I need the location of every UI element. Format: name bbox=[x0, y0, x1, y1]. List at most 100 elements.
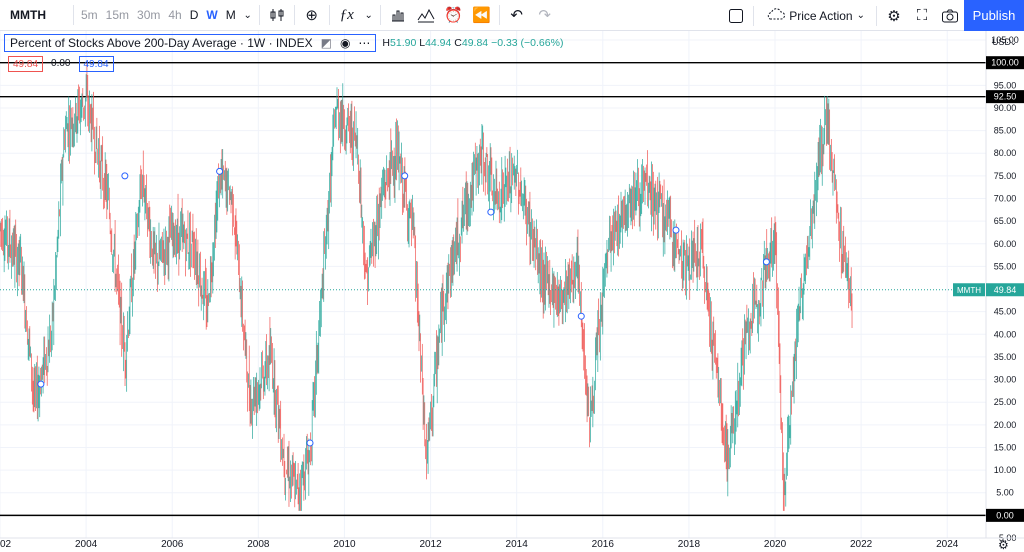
financials-icon[interactable] bbox=[384, 1, 412, 29]
y-tick-label: 15.00 bbox=[994, 442, 1017, 452]
hline-label-bg bbox=[986, 56, 1024, 70]
signal-marker bbox=[306, 439, 314, 447]
markers bbox=[37, 167, 770, 447]
x-tick-label: 2018 bbox=[678, 539, 701, 550]
hline-label: 100.00 bbox=[991, 58, 1019, 68]
interval-w[interactable]: W bbox=[206, 8, 218, 22]
price-chart[interactable]: USD ⌄ 105.00 95.00 90.00 85.00 80.00 75.00 70.… bbox=[0, 31, 1024, 552]
hline-label-bg bbox=[986, 508, 1024, 522]
low-label: L bbox=[419, 37, 426, 49]
y-tick-label: 60.00 bbox=[994, 239, 1017, 249]
more-icon[interactable]: ⋯ bbox=[358, 36, 371, 50]
signal-marker bbox=[216, 167, 224, 175]
y-tick-label: 105.00 bbox=[991, 35, 1019, 45]
signal-marker bbox=[37, 380, 45, 388]
hline-labels: 100.00 92.50 0.00 bbox=[986, 56, 1024, 522]
layout-menu[interactable]: Price Action ⌄ bbox=[757, 7, 873, 24]
eye-icon[interactable]: ◉ bbox=[339, 36, 351, 50]
candles-icon[interactable] bbox=[263, 1, 291, 29]
candles bbox=[0, 62, 853, 511]
signal-marker bbox=[401, 172, 409, 180]
hline-label-bg bbox=[986, 90, 1024, 104]
y-tick-label: 45.00 bbox=[994, 307, 1017, 317]
last-price-badge: MMTH 49.84 bbox=[953, 283, 1024, 297]
fullscreen-icon[interactable]: ⛶ bbox=[916, 7, 928, 24]
gear-icon[interactable]: ⚙ bbox=[998, 538, 1009, 552]
y-tick-label: 70.00 bbox=[994, 193, 1017, 203]
signal-marker bbox=[487, 208, 495, 216]
input-blue[interactable]: 49.84 bbox=[78, 56, 114, 72]
last-symbol-label: MMTH bbox=[957, 286, 981, 295]
interval-30m[interactable]: 30m bbox=[137, 8, 161, 22]
indicators-icon[interactable]: ƒx bbox=[339, 6, 354, 23]
ohlc-values: H51.90 L44.94 C49.84 −0.33 (−0.66%) bbox=[382, 37, 563, 49]
close-value: 49.84 bbox=[461, 37, 489, 49]
legend-title-box[interactable]: Percent of Stocks Above 200-Day Average … bbox=[4, 34, 377, 52]
divider bbox=[753, 5, 755, 26]
high-label: H bbox=[382, 37, 391, 49]
x-tick-label: 2024 bbox=[936, 539, 959, 550]
hline-label: 92.50 bbox=[994, 92, 1017, 102]
series-title: Percent of Stocks Above 200-Day Average … bbox=[10, 36, 313, 50]
templates-icon[interactable] bbox=[412, 1, 440, 29]
interval-m[interactable]: M bbox=[225, 8, 236, 22]
compare-add-icon[interactable]: ⊕ bbox=[305, 7, 318, 24]
chevron-down-icon[interactable]: ⌄ bbox=[243, 9, 252, 21]
signal-marker bbox=[121, 172, 129, 180]
last-value-label: 49.84 bbox=[994, 285, 1017, 295]
toolbar-right: Price Action ⌄ ⚙ ⛶ Publish bbox=[722, 0, 1024, 31]
chevron-down-icon[interactable]: ⌄ bbox=[364, 9, 373, 21]
chart-grid bbox=[0, 31, 986, 539]
y-tick-label: 20.00 bbox=[994, 420, 1017, 430]
interval-4h[interactable]: 4h bbox=[168, 8, 182, 22]
input-zero[interactable]: 0.00 bbox=[51, 58, 71, 69]
x-tick-label: 2010 bbox=[333, 539, 356, 550]
y-tick-label: 40.00 bbox=[994, 329, 1017, 339]
camera-icon[interactable] bbox=[936, 2, 964, 30]
divider bbox=[328, 5, 330, 25]
top-toolbar: MMTH 5m 15m 30m 4h D W M ⌄ ⊕ ƒx ⌄ ⏰ ⏪ ↶ … bbox=[0, 0, 1024, 31]
input-values: 49.84 0.00 49.84 bbox=[8, 56, 114, 72]
interval-15m[interactable]: 15m bbox=[105, 8, 130, 22]
y-tick-label: 80.00 bbox=[994, 148, 1017, 158]
series-legend: Percent of Stocks Above 200-Day Average … bbox=[4, 34, 563, 52]
close-label: C bbox=[454, 37, 462, 49]
currency-label: USD bbox=[992, 37, 1012, 47]
y-tick-label: 25.00 bbox=[994, 397, 1017, 407]
change-value: −0.33 (−0.66%) bbox=[491, 37, 564, 49]
signal-marker bbox=[672, 226, 680, 234]
symbol-search[interactable]: MMTH bbox=[10, 8, 46, 22]
interval-d[interactable]: D bbox=[189, 8, 199, 22]
y-tick-label: 90.00 bbox=[994, 103, 1017, 113]
alert-icon[interactable]: ⏰ bbox=[444, 7, 464, 24]
x-tick-label: 2016 bbox=[592, 539, 615, 550]
x-tick-label: 2008 bbox=[247, 539, 270, 550]
x-tick-label: 2022 bbox=[850, 539, 873, 550]
divider bbox=[379, 5, 381, 25]
layout-name: Price Action bbox=[789, 8, 853, 23]
x-tick-label: 2006 bbox=[161, 539, 184, 550]
x-tick-label: 2002 bbox=[0, 539, 12, 550]
undo-icon[interactable]: ↶ bbox=[510, 7, 523, 24]
gear-icon[interactable]: ⚙ bbox=[887, 7, 901, 25]
replay-icon[interactable]: ⏪ bbox=[472, 7, 492, 24]
x-tick-label: 2004 bbox=[75, 539, 98, 550]
y-tick-label: 85.00 bbox=[994, 126, 1017, 136]
publish-button[interactable]: Publish bbox=[964, 0, 1024, 31]
bookmark-icon[interactable]: ◩ bbox=[320, 36, 332, 50]
y-tick-label: 35.00 bbox=[994, 352, 1017, 362]
redo-icon[interactable]: ↷ bbox=[538, 7, 551, 24]
divider bbox=[258, 5, 260, 25]
x-tick-label: 2012 bbox=[419, 539, 442, 550]
y-tick-label: 95.00 bbox=[994, 80, 1017, 90]
input-red[interactable]: 49.84 bbox=[8, 56, 44, 72]
divider bbox=[73, 5, 74, 25]
divider bbox=[498, 5, 500, 25]
fullscreen-checkbox-icon[interactable] bbox=[722, 2, 750, 30]
hline-label: 0.00 bbox=[996, 510, 1014, 520]
low-value: 44.94 bbox=[425, 37, 452, 49]
y-tick-label: 30.00 bbox=[994, 375, 1017, 385]
high-value: 51.90 bbox=[390, 37, 417, 49]
interval-5m[interactable]: 5m bbox=[81, 8, 98, 22]
y-tick-label: 65.00 bbox=[994, 216, 1017, 226]
